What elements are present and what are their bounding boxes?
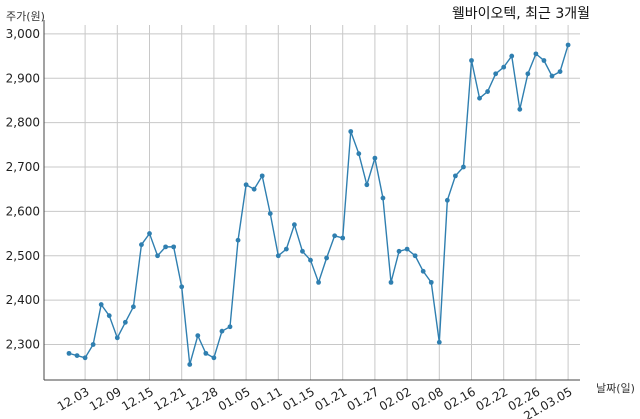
data-point [412, 253, 418, 259]
data-point [235, 237, 241, 243]
y-axis-ticks: 2,300 2,400 2,500 2,600 2,700 2,800 2,900 3,000 [6, 27, 40, 352]
data-point [517, 106, 523, 112]
data-point [493, 71, 499, 77]
data-point [131, 304, 136, 310]
price-points [66, 42, 571, 367]
data-point [557, 69, 563, 74]
y-tick-label: 2,900 [6, 71, 40, 85]
data-point [267, 211, 273, 216]
data-point [114, 335, 120, 341]
y-axis-label: 주가(원) [6, 10, 45, 23]
data-point [203, 350, 209, 356]
data-point [420, 268, 426, 274]
data-point [211, 355, 217, 361]
data-point [404, 246, 410, 252]
data-point [485, 89, 490, 94]
data-point [356, 151, 362, 157]
data-point [300, 248, 305, 254]
data-point [179, 284, 185, 290]
data-point [469, 58, 474, 63]
data-point [461, 164, 466, 170]
data-point [259, 173, 265, 179]
data-point [147, 231, 152, 236]
x-tick-label: 12.21 [151, 384, 188, 413]
data-point [340, 235, 346, 241]
data-point [565, 42, 571, 48]
data-point [509, 53, 515, 59]
data-point [533, 51, 539, 57]
x-tick-label: 01.27 [345, 384, 382, 413]
y-tick-label: 2,300 [6, 338, 40, 352]
price-line [68, 44, 569, 365]
data-point [275, 253, 281, 259]
x-tick-label: 01.11 [248, 384, 285, 413]
x-tick-label: 02.22 [473, 384, 510, 413]
y-tick-label: 2,400 [6, 293, 40, 307]
data-point [139, 242, 144, 248]
x-axis-label: 날짜(일) [596, 381, 635, 395]
data-point [477, 95, 482, 101]
data-point [163, 244, 169, 250]
data-point [396, 248, 402, 254]
data-point [453, 173, 458, 179]
x-tick-label: 12.03 [55, 384, 92, 413]
x-tick-label: 01.05 [216, 384, 253, 413]
grid-lines [44, 25, 580, 380]
data-point [324, 255, 329, 261]
data-point [74, 353, 80, 358]
data-point [219, 328, 225, 334]
data-point [243, 182, 249, 188]
y-tick-label: 2,700 [6, 160, 40, 174]
data-point [364, 182, 370, 188]
data-point [251, 186, 257, 192]
data-point [292, 222, 297, 228]
data-point [90, 342, 96, 347]
axes [43, 20, 580, 381]
data-point [428, 279, 434, 285]
x-axis-ticks: 12.0312.0912.1512.2112.2801.0501.1101.15… [55, 384, 575, 419]
data-point [82, 355, 88, 361]
data-point [541, 58, 547, 63]
x-tick-label: 12.15 [119, 384, 156, 413]
data-point [332, 233, 338, 239]
data-point [436, 339, 442, 345]
x-tick-label: 01.15 [280, 384, 317, 413]
data-point [308, 257, 313, 263]
data-point [549, 73, 555, 79]
data-point [227, 324, 233, 330]
data-point [122, 319, 128, 325]
y-tick-label: 2,600 [6, 204, 40, 218]
data-point [66, 350, 72, 356]
data-point [348, 129, 354, 134]
x-tick-label: 02.02 [377, 384, 414, 413]
data-point [106, 313, 112, 319]
data-point [525, 71, 531, 77]
y-tick-label: 2,800 [6, 116, 40, 130]
data-point [380, 195, 386, 201]
data-point [501, 64, 507, 70]
data-point [171, 244, 177, 250]
y-tick-label: 2,500 [6, 249, 40, 263]
x-tick-label: 02.08 [409, 384, 446, 413]
data-point [444, 197, 450, 203]
chart-title: 웰바이오텍, 최근 3개월 [452, 6, 590, 22]
data-point [98, 302, 104, 307]
x-tick-label: 12.09 [87, 384, 124, 413]
data-point [316, 279, 321, 285]
data-point [283, 246, 289, 252]
y-tick-label: 3,000 [6, 27, 40, 41]
x-tick-label: 01.21 [312, 384, 349, 413]
data-point [388, 279, 394, 285]
data-point [155, 253, 160, 259]
data-point [195, 333, 201, 339]
data-point [187, 362, 193, 367]
data-point [372, 155, 378, 161]
x-tick-label: 02.16 [441, 384, 478, 413]
x-tick-label: 12.28 [184, 384, 221, 413]
